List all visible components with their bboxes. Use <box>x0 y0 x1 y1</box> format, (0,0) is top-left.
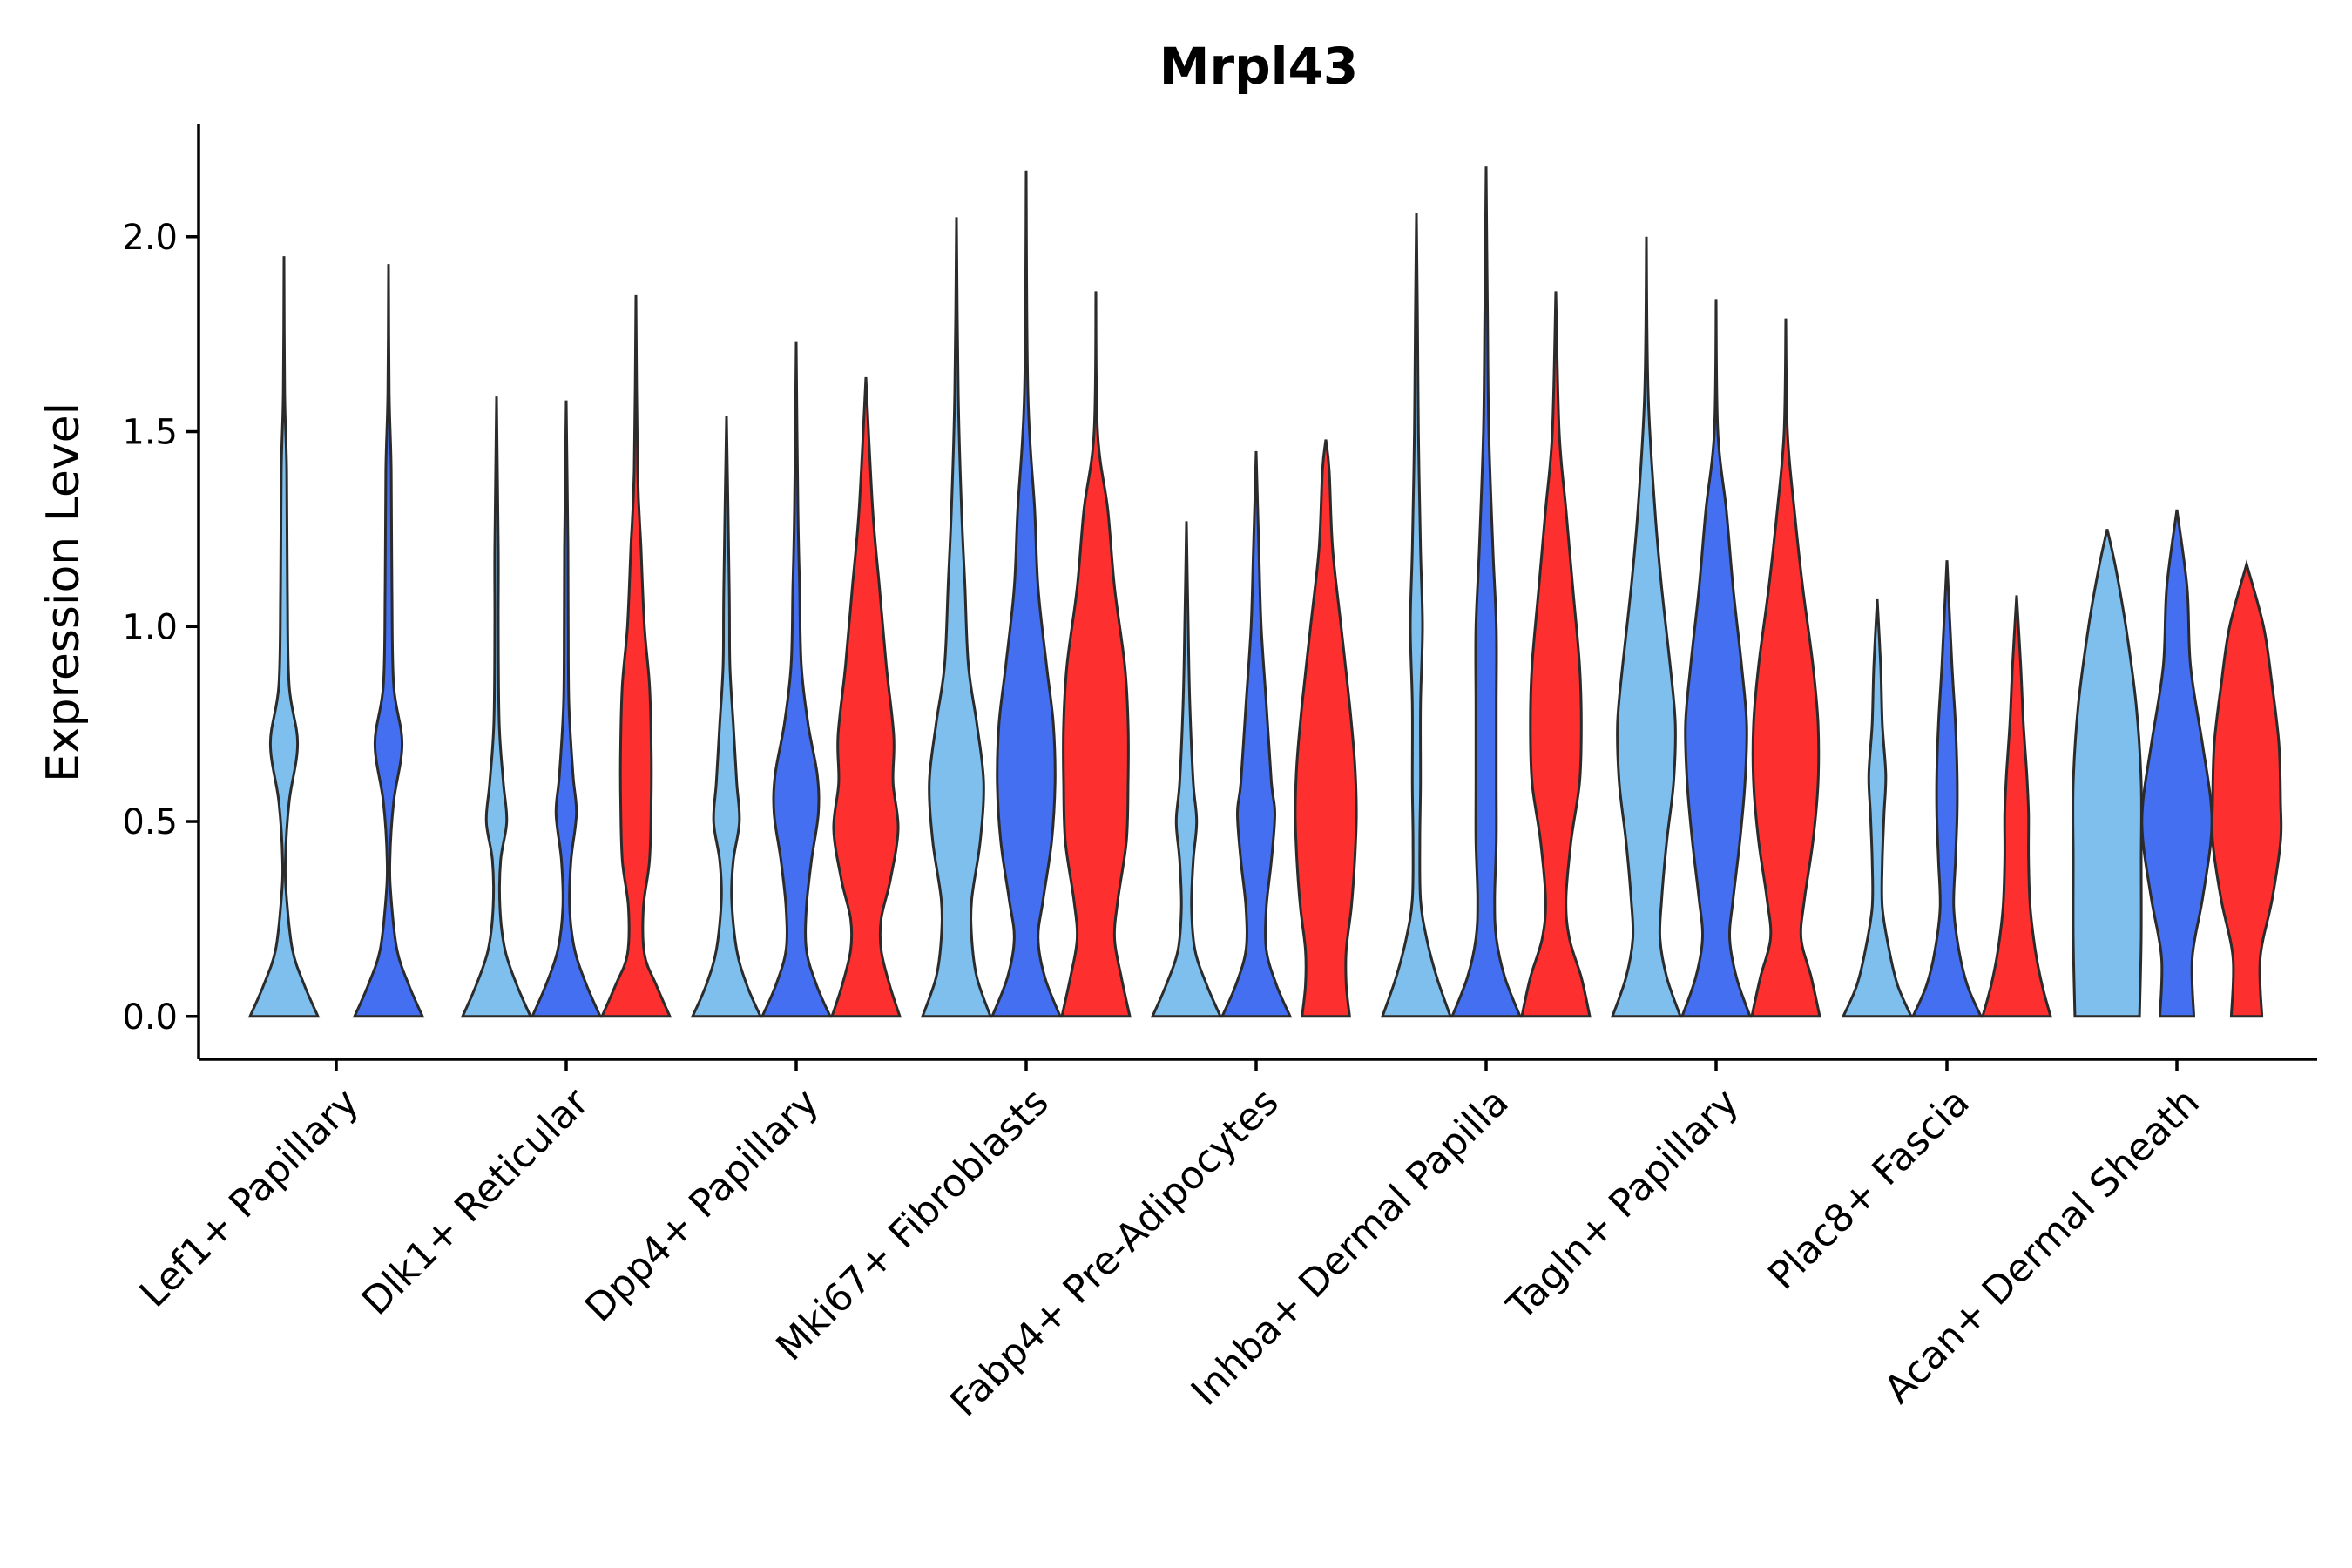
violin-tagln-papillary-s1 <box>1680 299 1753 1018</box>
violin-fabp4-pre-adipocytes-s0 <box>1150 521 1223 1018</box>
y-tick-label: 0.5 <box>122 802 178 842</box>
violin-mki67-fibroblasts-s0 <box>920 217 993 1018</box>
violin-mki67-fibroblasts-s2 <box>1060 291 1132 1018</box>
violin-acan-dermal-sheath-s1 <box>2140 509 2213 1018</box>
violin-plac8-fascia-s1 <box>1910 560 1984 1018</box>
violin-fabp4-pre-adipocytes-s2 <box>1294 439 1358 1018</box>
x-tick-label: Tagln+ Papillary <box>1498 1080 1747 1329</box>
violin-dlk1-reticular-s1 <box>530 400 603 1018</box>
x-tick-label: Dlk1+ Reticular <box>354 1079 598 1324</box>
violin-dlk1-reticular-s0 <box>460 396 533 1018</box>
violin-mki67-fibroblasts-s1 <box>990 170 1063 1018</box>
violin-layer <box>247 166 2283 1018</box>
y-tick-label: 1.0 <box>122 607 178 647</box>
violin-acan-dermal-sheath-s2 <box>2210 559 2283 1018</box>
violin-dpp4-papillary-s2 <box>829 376 902 1018</box>
violin-acan-dermal-sheath-s0 <box>2072 529 2143 1018</box>
violin-plac8-fascia-s2 <box>1981 595 2052 1018</box>
violin-fabp4-pre-adipocytes-s1 <box>1220 450 1293 1018</box>
violin-dlk1-reticular-s2 <box>599 294 672 1018</box>
violin-inhba-dermal-papilla-s2 <box>1520 291 1592 1018</box>
x-tick-label: Plac8+ Fascia <box>1760 1080 1978 1299</box>
violin-dpp4-papillary-s1 <box>760 341 833 1018</box>
x-tick-label: Lef1+ Papillary <box>132 1080 368 1316</box>
chart-title: Mrpl43 <box>1159 37 1358 96</box>
y-tick-label: 2.0 <box>122 218 178 258</box>
y-tick-label: 0.0 <box>122 997 178 1037</box>
x-tick-label: Dpp4+ Papillary <box>577 1080 828 1331</box>
violin-inhba-dermal-papilla-s1 <box>1450 166 1523 1018</box>
violin-tagln-papillary-s2 <box>1750 318 1821 1018</box>
y-axis: 0.0 0.5 1.0 1.5 2.0 <box>122 124 200 1059</box>
violin-lef1-papillary-s0 <box>247 256 321 1018</box>
y-axis-label: Expression Level <box>37 402 90 782</box>
violin-dpp4-papillary-s0 <box>690 416 763 1018</box>
violin-lef1-papillary-s1 <box>352 264 425 1018</box>
violin-plac8-fascia-s0 <box>1841 598 1914 1018</box>
violin-tagln-papillary-s0 <box>1610 236 1683 1018</box>
y-tick-label: 1.5 <box>122 413 178 453</box>
violin-inhba-dermal-papilla-s0 <box>1380 213 1453 1018</box>
